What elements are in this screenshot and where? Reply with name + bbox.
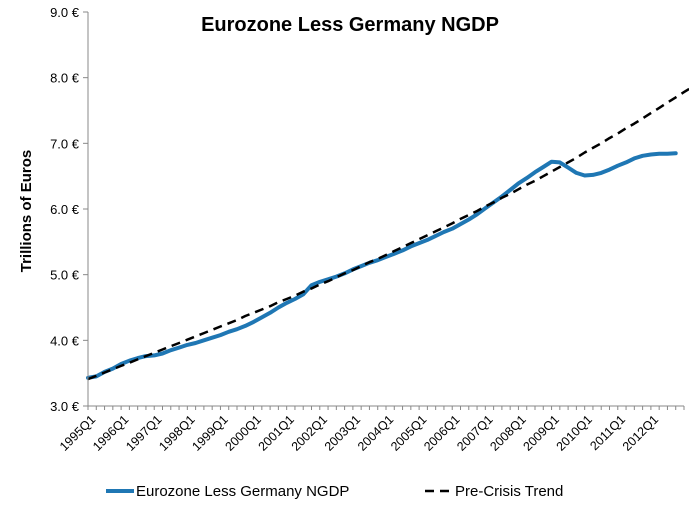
x-tick-label: 1998Q1 (156, 412, 197, 453)
x-tick-label: 2005Q1 (388, 412, 429, 453)
legend-label: Eurozone Less Germany NGDP (136, 483, 349, 500)
x-tick-label: 2000Q1 (223, 412, 264, 453)
x-tick-label: 2001Q1 (256, 412, 297, 453)
x-tick-label: 2002Q1 (289, 412, 330, 453)
y-tick-label: 5.0 € (50, 268, 80, 283)
series-layer (86, 87, 689, 381)
x-tick-label: 2009Q1 (521, 412, 562, 453)
y-tick-label: 3.0 € (50, 399, 80, 414)
y-tick-label: 4.0 € (50, 333, 80, 348)
x-tick-label: 1997Q1 (123, 412, 164, 453)
x-axis-ticks: 1995Q11996Q11997Q11998Q11999Q12000Q12001… (57, 406, 685, 454)
x-tick-label: 2003Q1 (322, 412, 363, 453)
series-trend-line (87, 87, 689, 381)
x-tick-label: 2012Q1 (620, 412, 661, 453)
x-tick-label: 2010Q1 (554, 412, 595, 453)
chart-title: Eurozone Less Germany NGDP (201, 14, 499, 36)
x-tick-label: 2008Q1 (487, 412, 528, 453)
x-tick-label: 2006Q1 (421, 412, 462, 453)
series-ngdp-line (86, 151, 678, 380)
y-axis-ticks: 3.0 € 4.0 € 5.0 € 6.0 € 7.0 € 8.0 € 9.0 € (50, 5, 88, 414)
legend-label: Pre-Crisis Trend (455, 483, 563, 500)
y-tick-label: 8.0 € (50, 71, 80, 86)
x-tick-label: 1996Q1 (90, 412, 131, 453)
legend: Eurozone Less Germany NGDP Pre-Crisis Tre… (106, 483, 563, 500)
x-tick-label: 1995Q1 (57, 412, 98, 453)
y-tick-label: 6.0 € (50, 202, 80, 217)
y-axis-label: Trillions of Euros (18, 150, 35, 273)
x-tick-label: 1999Q1 (189, 412, 230, 453)
x-tick-label: 2007Q1 (454, 412, 495, 453)
y-tick-label: 9.0 € (50, 5, 80, 20)
x-tick-label: 2004Q1 (355, 412, 396, 453)
y-tick-label: 7.0 € (50, 136, 80, 151)
